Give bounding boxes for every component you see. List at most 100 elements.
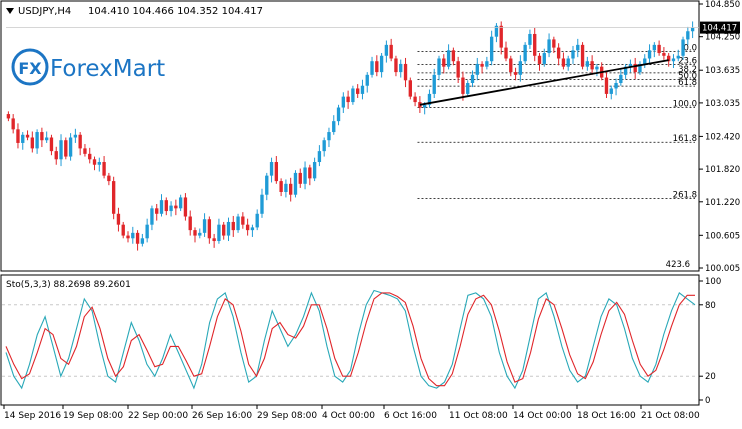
candle-body — [561, 58, 566, 67]
candle — [202, 213, 207, 237]
candle-body — [21, 134, 25, 143]
candle-body — [336, 107, 341, 122]
candle-body — [571, 50, 575, 59]
candle — [49, 134, 54, 156]
candle — [83, 144, 87, 157]
candle-body — [30, 137, 34, 149]
candle-body — [470, 74, 475, 84]
candle — [88, 147, 92, 164]
logo-brand-text: ForexMart — [50, 56, 165, 82]
candle-body — [609, 88, 613, 94]
time-tick-label: 21 Oct 08:00 — [641, 411, 700, 421]
candle-body — [183, 197, 188, 217]
candle — [370, 56, 374, 78]
candle — [542, 48, 546, 67]
candle — [193, 227, 197, 243]
candle-body — [312, 162, 317, 179]
candle-body — [422, 104, 427, 108]
time-tick-label: 11 Oct 08:00 — [449, 411, 508, 421]
candle — [159, 194, 164, 217]
candle-body — [556, 47, 561, 59]
oscillator-tick-label: 80 — [705, 301, 716, 311]
candle — [121, 221, 125, 239]
candle — [403, 57, 408, 88]
stochastic-signal-line — [5, 292, 695, 387]
candle — [456, 56, 460, 84]
candle-body — [64, 140, 68, 157]
time-tick-label: 22 Sep 00:00 — [128, 411, 188, 421]
candle-body — [456, 61, 460, 78]
candle — [135, 230, 140, 251]
candle — [260, 188, 264, 218]
candle — [174, 199, 178, 216]
candle-body — [293, 172, 298, 195]
candle — [11, 114, 15, 134]
candle-body — [686, 31, 690, 40]
candle-body — [231, 221, 235, 231]
candle — [461, 71, 465, 101]
candle-body — [413, 96, 417, 103]
candle — [595, 63, 599, 77]
candle — [504, 41, 508, 62]
candle-body — [681, 39, 685, 56]
candle-body — [427, 93, 432, 105]
candle — [619, 68, 623, 86]
candle-body — [145, 224, 149, 239]
fib-level-label: 423.6 — [666, 260, 690, 270]
candle — [284, 179, 288, 198]
candle — [633, 57, 637, 79]
candle — [628, 59, 633, 73]
oscillator-tick-label: 20 — [705, 372, 716, 382]
candle — [131, 226, 135, 244]
candle — [155, 203, 159, 221]
candle — [638, 61, 642, 75]
candle — [303, 161, 307, 190]
candle — [293, 170, 298, 198]
candle — [647, 44, 652, 64]
candle-body — [604, 77, 609, 94]
candle — [308, 164, 312, 186]
candle-body — [49, 137, 54, 152]
candle-body — [647, 50, 652, 59]
candle-body — [671, 58, 676, 62]
candle-body — [102, 162, 106, 176]
candle-body — [169, 205, 173, 212]
price-tick-label: 100.005 — [705, 264, 740, 274]
candle — [40, 127, 44, 148]
candle — [585, 56, 590, 71]
candle — [643, 54, 647, 69]
candle — [140, 233, 145, 247]
candle-body — [461, 77, 465, 94]
fib-level-label: 161.8 — [673, 134, 697, 144]
candle — [111, 176, 116, 220]
candle — [676, 49, 680, 62]
candle-body — [178, 197, 183, 209]
candle — [265, 172, 269, 201]
candle — [351, 85, 355, 105]
candle-body — [308, 167, 312, 179]
candle-body — [6, 114, 11, 119]
candle-body — [576, 44, 580, 51]
candle — [537, 53, 542, 71]
oscillator-label: Sto(5,3,3) 88.2698 89.2601 — [6, 280, 131, 290]
candle — [489, 30, 494, 66]
candle — [690, 21, 695, 39]
candle-body — [623, 66, 628, 75]
candle-body — [188, 216, 192, 231]
candle-body — [255, 213, 259, 228]
candle — [78, 132, 82, 156]
candle-body — [241, 216, 245, 225]
candle-body — [236, 216, 240, 231]
candle — [255, 209, 259, 231]
candle-body — [619, 74, 623, 84]
candle — [528, 29, 532, 49]
candle — [566, 55, 570, 71]
candle — [54, 146, 58, 165]
candle-body — [451, 50, 456, 62]
candle-body — [97, 162, 101, 165]
candle-body — [44, 137, 49, 141]
price-tick-label: 102.420 — [705, 132, 740, 142]
oscillator-panel-frame — [0, 274, 700, 406]
candle-body — [317, 151, 322, 163]
time-tick-label: 18 Oct 16:00 — [577, 411, 636, 421]
